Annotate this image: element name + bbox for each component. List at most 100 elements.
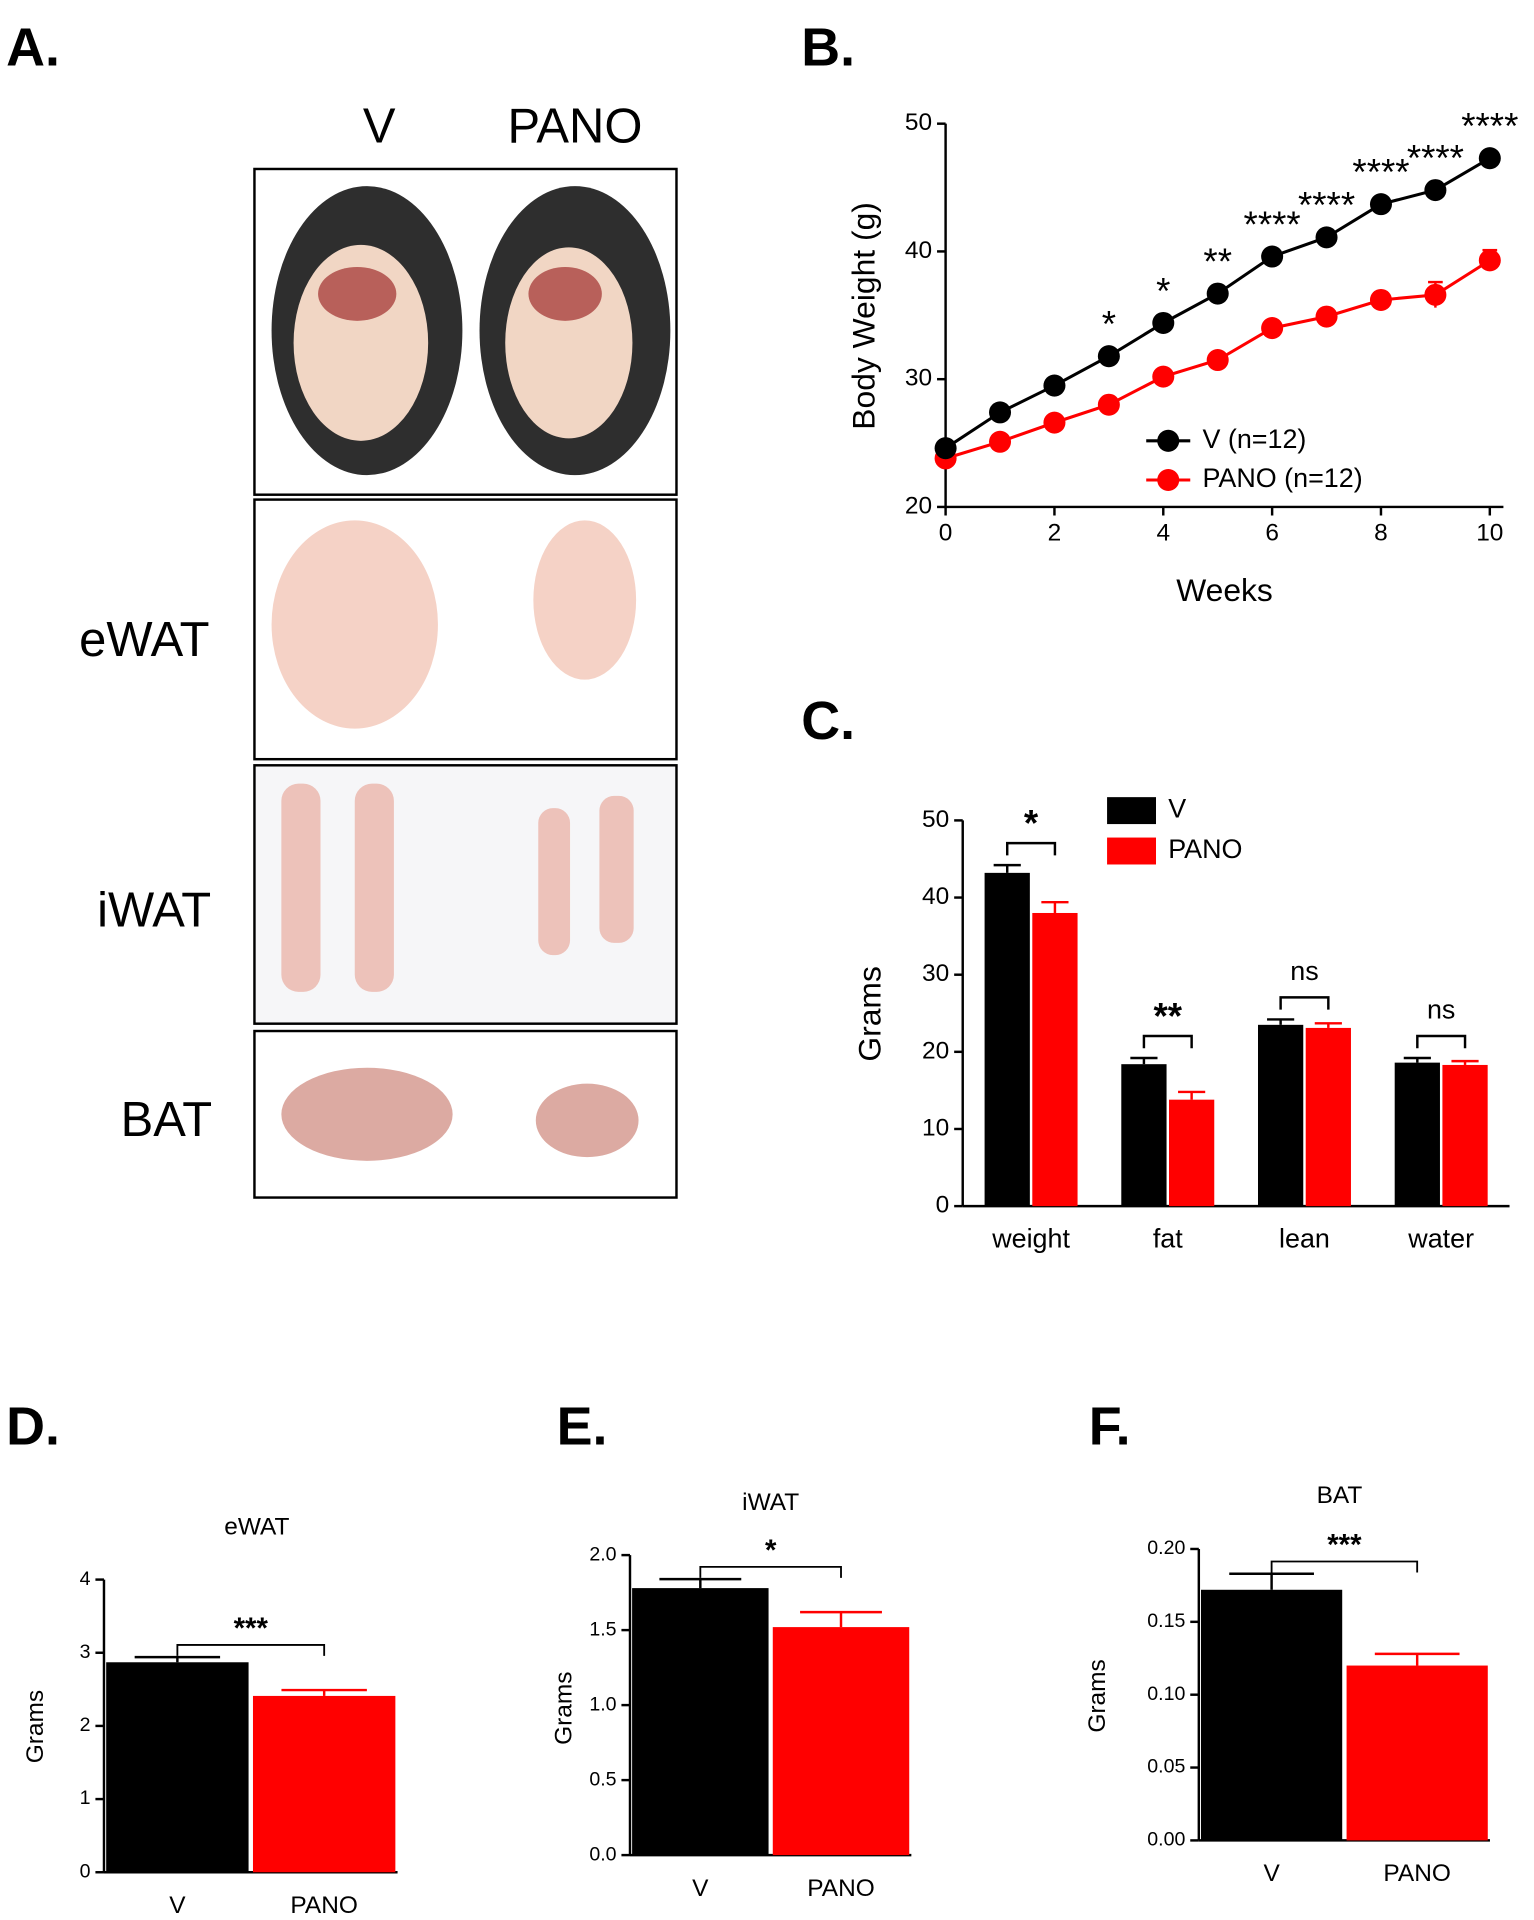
bar: [984, 872, 1030, 1207]
point: [1261, 317, 1284, 340]
point: [1097, 393, 1120, 416]
y-tick-label: 20: [905, 492, 932, 519]
tissue: [271, 520, 438, 729]
y-tick-label: 1.0: [589, 1693, 616, 1715]
y-tick-label: 0: [936, 1192, 950, 1219]
bar: [1305, 1027, 1351, 1207]
point: [1369, 193, 1392, 216]
y-axis-label: Body Weight (g): [846, 202, 882, 430]
tissue: [538, 808, 571, 956]
bracket: [1270, 1560, 1419, 1573]
point: [989, 401, 1012, 424]
row-label: eWAT: [79, 613, 209, 667]
x-tick-label: 0: [939, 519, 953, 546]
bar: [1394, 1062, 1440, 1207]
x-tick-label: 8: [1374, 519, 1388, 546]
y-tick-label: 0.15: [1147, 1610, 1185, 1632]
legend-marker: [1157, 429, 1180, 452]
x-tick-label: 2: [1048, 519, 1062, 546]
bar: [1257, 1024, 1304, 1207]
chart-title: eWAT: [224, 1514, 289, 1541]
panel-label: A.: [6, 18, 60, 78]
y-tick-label: 2.0: [589, 1543, 616, 1565]
significance: **: [1203, 241, 1232, 282]
point: [1097, 345, 1120, 368]
y-axis-label: Grams: [551, 1671, 578, 1744]
bar: [632, 1588, 769, 1856]
x-tick-label: 4: [1156, 519, 1170, 546]
y-tick-label: 30: [922, 960, 949, 987]
legend-marker: [1157, 468, 1180, 492]
point: [1043, 374, 1066, 397]
tissue: [599, 795, 634, 943]
legend-swatch: [1107, 797, 1157, 825]
tissue: [281, 783, 321, 992]
legend-swatch: [1107, 837, 1157, 865]
point: [1206, 349, 1229, 372]
y-tick-label: 0.00: [1147, 1829, 1185, 1851]
legend-label: V (n=12): [1202, 424, 1306, 454]
significance: ***: [234, 1612, 269, 1645]
point: [1152, 365, 1175, 388]
y-tick-label: 2: [80, 1714, 91, 1736]
y-tick-label: 40: [905, 237, 932, 264]
x-tick-label: lean: [1279, 1224, 1330, 1254]
bar: [106, 1662, 249, 1873]
y-tick-label: 0.05: [1147, 1756, 1185, 1778]
legend-label: PANO: [1168, 834, 1242, 864]
column-label: V: [363, 100, 396, 154]
bracket: [1279, 996, 1330, 1010]
point: [1261, 245, 1284, 268]
row-label: BAT: [121, 1093, 213, 1147]
panel-label: B.: [801, 18, 855, 78]
row-label: iWAT: [97, 883, 211, 937]
point: [1369, 288, 1392, 311]
y-tick-label: 0.0: [589, 1843, 616, 1865]
y-tick-label: 50: [922, 806, 949, 833]
significance: *: [1156, 270, 1170, 311]
panel-label: D.: [6, 1396, 60, 1456]
point: [1152, 311, 1175, 334]
significance: **: [1153, 996, 1182, 1037]
x-tick-label: V: [692, 1875, 709, 1902]
bracket: [176, 1643, 326, 1656]
significance: ****: [1407, 137, 1464, 178]
point: [934, 437, 957, 460]
point: [989, 430, 1012, 453]
bar: [1169, 1099, 1215, 1207]
point: [1043, 411, 1066, 434]
y-tick-label: 0.20: [1147, 1537, 1185, 1559]
point: [1478, 249, 1501, 272]
bar: [1032, 912, 1078, 1207]
y-tick-label: 0: [80, 1860, 91, 1882]
significance: ****: [1298, 185, 1355, 226]
chart-title: iWAT: [742, 1489, 799, 1516]
panel-label: C.: [801, 691, 855, 751]
y-axis-label: Grams: [1084, 1659, 1111, 1732]
x-tick-label: 10: [1476, 519, 1503, 546]
significance: *: [1102, 303, 1116, 344]
point: [1315, 226, 1338, 249]
point: [1478, 147, 1501, 170]
bracket: [1005, 841, 1057, 856]
x-tick-label: V: [169, 1892, 186, 1919]
x-tick-label: V: [1263, 1860, 1280, 1887]
tissue: [535, 1083, 639, 1158]
x-tick-label: weight: [991, 1224, 1070, 1254]
legend-label: V: [1168, 794, 1186, 824]
bracket: [1416, 1034, 1467, 1049]
y-tick-label: 1: [80, 1787, 91, 1809]
point: [1315, 305, 1338, 328]
chart-title: BAT: [1317, 1482, 1363, 1509]
y-tick-label: 1.5: [589, 1618, 616, 1640]
panel-a: A. V PANO eWAT iWAT BAT: [6, 18, 678, 1199]
significance: ***: [1327, 1529, 1362, 1562]
y-tick-label: 50: [905, 109, 932, 136]
significance: *: [1024, 803, 1039, 844]
bar: [1346, 1665, 1488, 1841]
panel-label: E.: [557, 1396, 608, 1456]
x-tick-label: PANO: [807, 1875, 874, 1902]
x-tick-label: fat: [1153, 1224, 1183, 1254]
